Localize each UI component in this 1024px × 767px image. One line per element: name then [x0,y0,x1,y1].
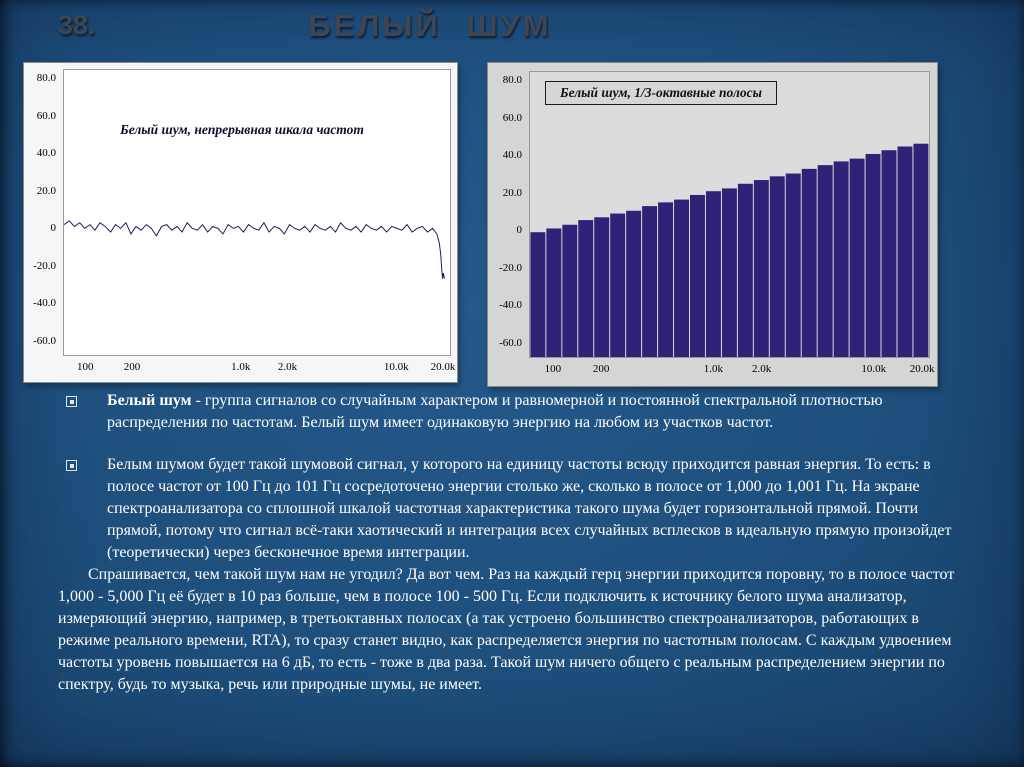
body-text: Белый шум - группа сигналов со случайным… [58,390,970,696]
bar-chart-panel: 80.0 60.0 40.0 20.0 0 -20.0 -40.0 -60.0 Белый ш… [487,62,938,387]
bar-chart [530,72,929,357]
line-chart-plot: Белый шум, непрерывная шкала частот [63,69,451,356]
line-chart-x-axis: 100 200 1.0k 2.0k 10.0k 20.0k [76,361,456,373]
line-chart [64,70,450,355]
bullet-1-rest: - группа сигналов со случайным характеро… [107,392,883,431]
bullet-item-1: Белый шум - группа сигналов со случайным… [58,390,970,434]
slide-number: 38. [58,10,96,40]
line-chart-panel: 80.0 60.0 40.0 20.0 0 -20.0 -40.0 -60.0 Белый ш… [23,62,458,383]
line-chart-title: Белый шум, непрерывная шкала частот [120,122,364,137]
bullet-2-text: Белым шумом будет такой шумовой сигнал, … [107,456,952,561]
bullet-item-2: Белым шумом будет такой шумовой сигнал, … [58,454,970,564]
page-title: БЕЛЫЙ ШУМ [308,8,552,43]
closing-paragraph: Спрашивается, чем такой шум нам не угоди… [58,566,955,693]
bullet-square-icon [66,396,77,407]
bar-chart-x-axis: 100 200 1.0k 2.0k 10.0k 20.0k [544,363,935,375]
line-chart-y-axis: 80.0 60.0 40.0 20.0 0 -20.0 -40.0 -60.0 [33,72,56,347]
bar-chart-y-axis: 80.0 60.0 40.0 20.0 0 -20.0 -40.0 -60.0 [499,74,522,349]
bullet-square-icon [66,460,77,471]
bar-chart-title: Белый шум, 1/3-октавные полосы [545,81,777,105]
bullet-1-lead: Белый шум [107,392,192,409]
bullet-1-text: Белый шум - группа сигналов со случайным… [107,390,970,434]
bar-chart-plot: Белый шум, 1/3-октавные полосы [529,71,930,358]
